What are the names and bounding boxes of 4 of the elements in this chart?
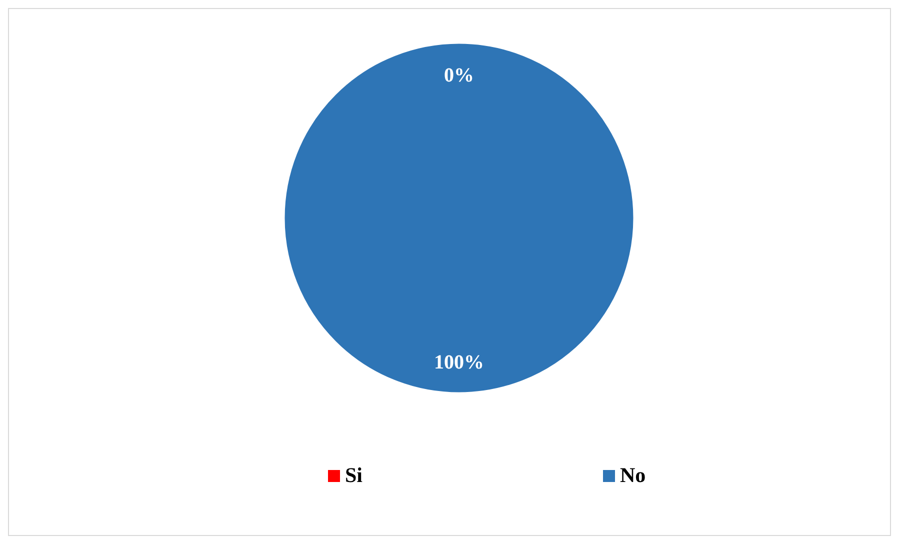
legend-label: No [620,463,646,487]
data-label: 100% [434,352,484,374]
legend-label: Si [345,463,363,487]
text: 0% [444,64,474,86]
